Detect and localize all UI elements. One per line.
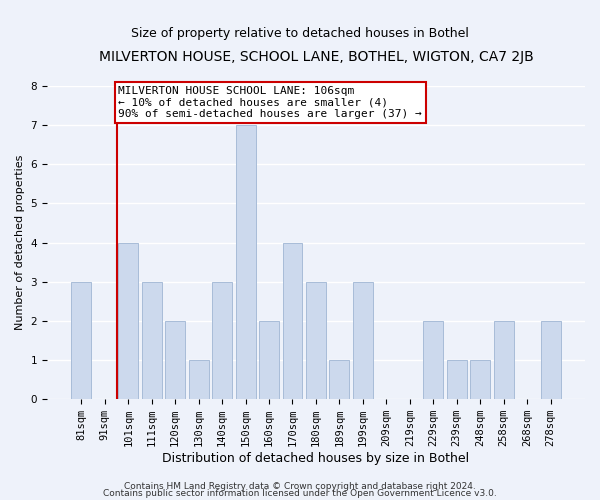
Bar: [118, 242, 138, 399]
Bar: [71, 282, 91, 399]
Bar: [165, 321, 185, 399]
Text: Contains HM Land Registry data © Crown copyright and database right 2024.: Contains HM Land Registry data © Crown c…: [124, 482, 476, 491]
Bar: [329, 360, 349, 399]
X-axis label: Distribution of detached houses by size in Bothel: Distribution of detached houses by size …: [163, 452, 470, 465]
Bar: [283, 242, 302, 399]
Text: MILVERTON HOUSE SCHOOL LANE: 106sqm
← 10% of detached houses are smaller (4)
90%: MILVERTON HOUSE SCHOOL LANE: 106sqm ← 10…: [118, 86, 422, 119]
Title: MILVERTON HOUSE, SCHOOL LANE, BOTHEL, WIGTON, CA7 2JB: MILVERTON HOUSE, SCHOOL LANE, BOTHEL, WI…: [98, 50, 533, 64]
Bar: [259, 321, 279, 399]
Text: Contains public sector information licensed under the Open Government Licence v3: Contains public sector information licen…: [103, 490, 497, 498]
Bar: [423, 321, 443, 399]
Text: Size of property relative to detached houses in Bothel: Size of property relative to detached ho…: [131, 28, 469, 40]
Y-axis label: Number of detached properties: Number of detached properties: [15, 155, 25, 330]
Bar: [142, 282, 161, 399]
Bar: [188, 360, 209, 399]
Bar: [212, 282, 232, 399]
Bar: [470, 360, 490, 399]
Bar: [306, 282, 326, 399]
Bar: [236, 125, 256, 399]
Bar: [447, 360, 467, 399]
Bar: [541, 321, 560, 399]
Bar: [494, 321, 514, 399]
Bar: [353, 282, 373, 399]
